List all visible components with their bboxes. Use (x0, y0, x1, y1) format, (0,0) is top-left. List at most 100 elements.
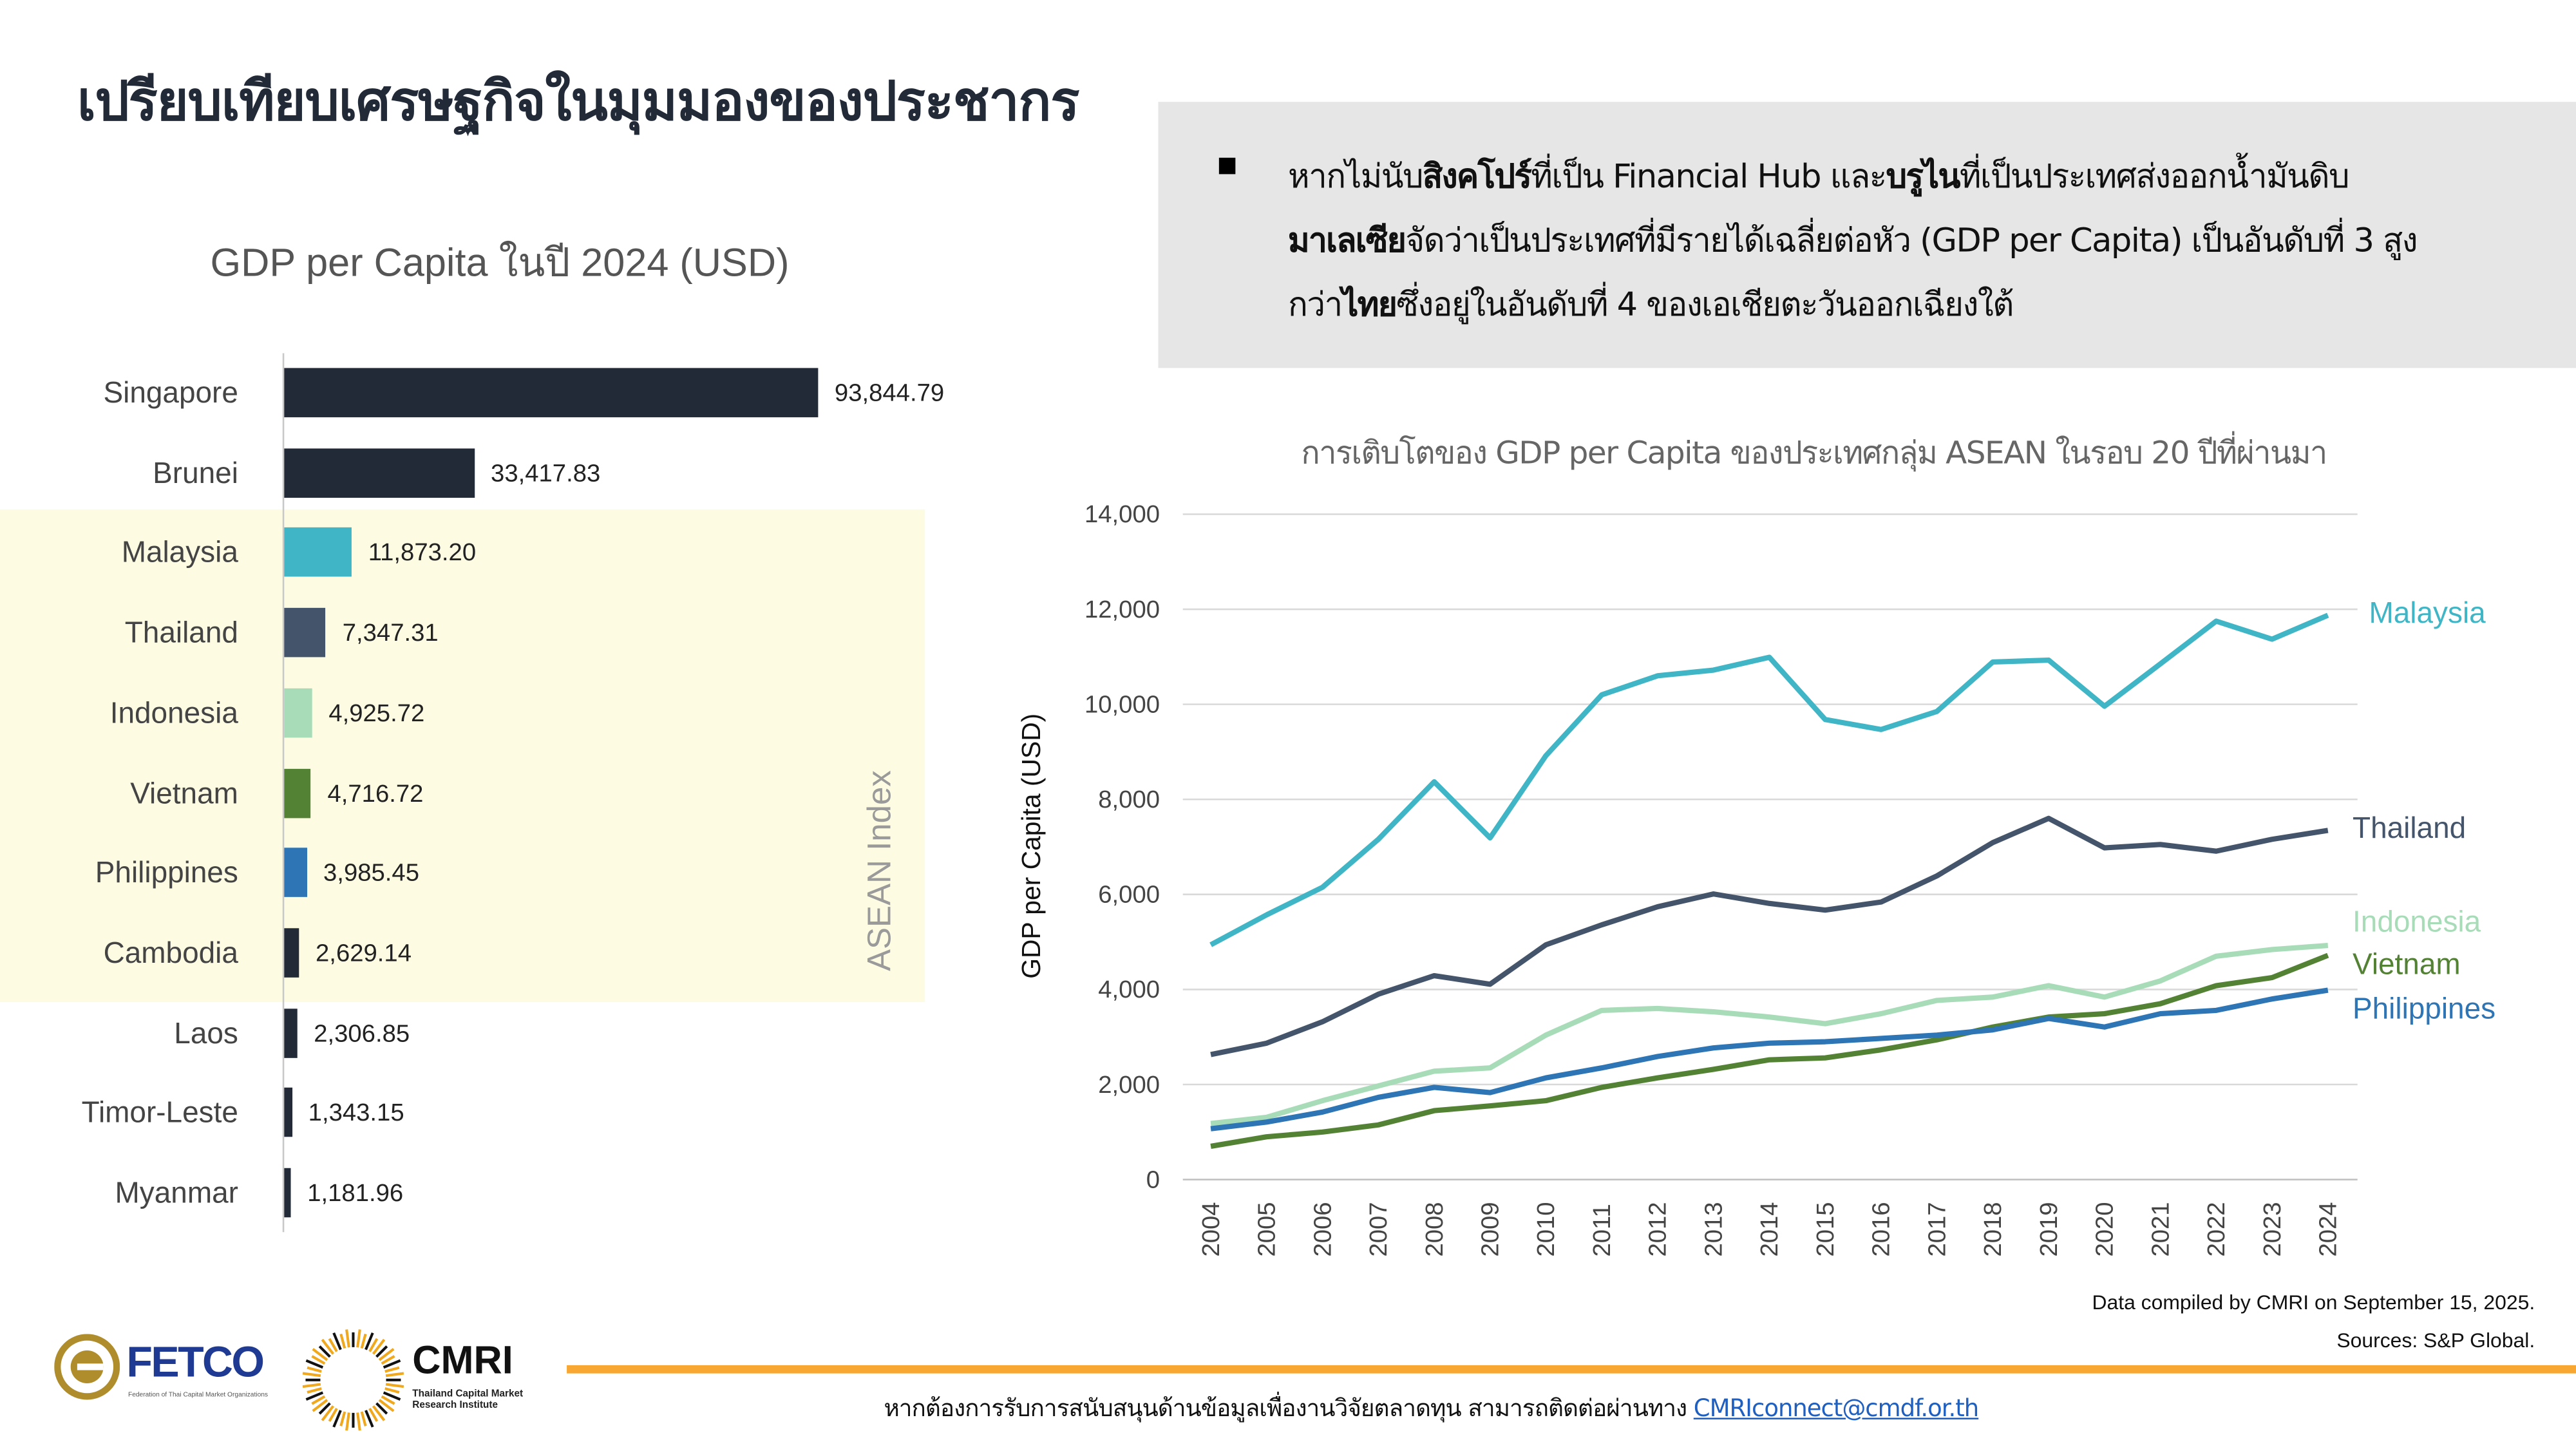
bar-singapore (284, 368, 819, 417)
fetco-wordmark: FETCO (126, 1337, 265, 1387)
x-tick-label: 2020 (2091, 1202, 2119, 1256)
x-tick-label: 2005 (1253, 1202, 1281, 1256)
bar-chart-axis (282, 353, 285, 1233)
bar-value-label: 4,925.72 (328, 699, 425, 728)
x-tick-label: 2021 (2146, 1202, 2174, 1256)
x-tick-label: 2010 (1532, 1202, 1560, 1256)
contact-email-link[interactable]: CMRIconnect@cmdf.or.th (1693, 1396, 1979, 1423)
series-line-malaysia (1209, 612, 2329, 947)
bar-laos (284, 1008, 298, 1057)
bar-category-label: Thailand (124, 616, 238, 649)
series-line-philippines (1210, 987, 2329, 1132)
bar-value-label: 7,347.31 (342, 619, 439, 648)
bar-category-label: Malaysia (121, 536, 238, 569)
bar-category-label: Laos (174, 1016, 238, 1050)
summary-highlight: มาเลเซีย (1287, 220, 1406, 260)
x-tick-label: 2013 (1700, 1202, 1727, 1256)
bullet-icon (1218, 157, 1236, 175)
bar-value-label: 1,343.15 (308, 1099, 404, 1128)
fetco-emblem-icon (54, 1334, 120, 1400)
summary-box (1158, 102, 2576, 368)
bar-value-label: 11,873.20 (368, 539, 477, 568)
summary-segment: ที่เป็น Financial Hub และ (1531, 156, 1887, 196)
bar-category-label: Philippines (95, 856, 238, 889)
x-tick-label: 2011 (1588, 1204, 1616, 1256)
page-title: เปรียบเทียบเศรษฐกิจในมุมมองของประชากร (77, 69, 1080, 133)
series-line-thailand (1210, 815, 2329, 1057)
sources-note: Sources: S&P Global. (2336, 1329, 2535, 1352)
x-tick-label: 2015 (1812, 1202, 1839, 1256)
x-tick-label: 2019 (2035, 1202, 2063, 1256)
bar-value-label: 1,181.96 (307, 1179, 404, 1208)
bar-category-label: Vietnam (130, 776, 238, 810)
cmri-subtitle: Thailand Capital Market Research Institu… (412, 1390, 524, 1412)
bar-malaysia (284, 527, 352, 578)
summary-highlight: บรูไน (1886, 156, 1961, 196)
bar-indonesia (284, 688, 312, 737)
cmri-sunburst-icon (302, 1329, 404, 1431)
legend-label-thailand: Thailand (2353, 811, 2466, 844)
x-tick-label: 2007 (1365, 1202, 1392, 1256)
x-tick-label: 2022 (2202, 1202, 2230, 1256)
summary-segment: จัดว่าเป็นประเทศที่มีรายได้เฉลี่ยต่อหัว … (1287, 220, 2418, 324)
fetco-subtitle: Federation of Thai Capital Market Organi… (128, 1390, 269, 1398)
y-tick-label: 2,000 (1098, 1071, 1160, 1099)
x-tick-label: 2006 (1309, 1202, 1336, 1256)
bar-category-label: Indonesia (109, 696, 238, 730)
bar-category-label: Myanmar (115, 1176, 238, 1209)
y-tick-label: 14,000 (1084, 500, 1160, 528)
bar-vietnam (284, 768, 311, 818)
x-tick-label: 2016 (1868, 1202, 1895, 1256)
x-tick-label: 2012 (1644, 1202, 1672, 1256)
summary-segment: ที่เป็นประเทศส่งออกน้ำมันดิบ (1959, 156, 2350, 196)
compiled-note: Data compiled by CMRI on September 15, 2… (2092, 1291, 2535, 1314)
bar-myanmar (284, 1168, 291, 1218)
series-line-vietnam (1210, 952, 2329, 1149)
bar-philippines (284, 848, 307, 898)
bar-value-label: 2,306.85 (314, 1019, 410, 1048)
legend-label-malaysia: Malaysia (2369, 596, 2486, 629)
y-tick-label: 4,000 (1098, 976, 1160, 1003)
bar-thailand (284, 608, 327, 658)
fetco-logo: FETCO Federation of Thai Capital Market … (54, 1334, 284, 1406)
bar-value-label: 3,985.45 (323, 859, 419, 888)
x-tick-label: 2017 (1923, 1202, 1951, 1256)
cmri-wordmark: CMRI (412, 1339, 513, 1383)
bar-category-label: Timor-Leste (81, 1096, 238, 1130)
bar-cambodia (284, 928, 299, 978)
summary-text: หากไม่นับสิงคโปร์ที่เป็น Financial Hub แ… (1288, 144, 2421, 336)
summary-highlight: สิงคโปร์ (1423, 156, 1532, 196)
legend-label-philippines: Philippines (2353, 992, 2496, 1025)
y-tick-label: 6,000 (1098, 881, 1160, 909)
legend-label-indonesia: Indonesia (2353, 904, 2481, 938)
bar-chart-title: GDP per Capita ในปี 2024 (USD) (210, 241, 790, 286)
line-chart-title: การเติบโตของ GDP per Capita ของประเทศกลุ… (1301, 435, 2327, 472)
bar-value-label: 4,716.72 (327, 779, 424, 808)
cmri-logo: CMRI Thailand Capital Market Research In… (301, 1324, 547, 1432)
x-tick-label: 2008 (1421, 1202, 1448, 1256)
y-tick-label: 12,000 (1084, 596, 1160, 623)
contact-line: หากต้องการรับการสนับสนุนด้านข้อมูลเพื่อง… (884, 1395, 1979, 1425)
contact-text: หากต้องการรับการสนับสนุนด้านข้อมูลเพื่อง… (884, 1396, 1694, 1423)
bar-timor-leste (284, 1088, 292, 1138)
footer-divider (567, 1365, 2576, 1374)
summary-highlight: ไทย (1341, 284, 1397, 324)
bar-category-label: Cambodia (103, 936, 238, 969)
bar-category-label: Singapore (103, 376, 238, 410)
y-tick-label: 0 (1146, 1166, 1160, 1193)
x-tick-label: 2014 (1756, 1202, 1783, 1256)
y-tick-label: 10,000 (1084, 690, 1160, 718)
asean-index-highlight (0, 509, 925, 1003)
series-line-indonesia (1210, 943, 2329, 1126)
summary-segment: หากไม่นับ (1287, 156, 1424, 196)
x-tick-label: 2009 (1477, 1202, 1504, 1256)
summary-segment: ซึ่งอยู่ในอันดับที่ 4 ของเอเชียตะวันออกเ… (1396, 284, 2014, 324)
bar-value-label: 93,844.79 (834, 379, 945, 408)
bar-category-label: Brunei (153, 456, 238, 489)
bar-value-label: 2,629.14 (316, 939, 412, 968)
x-tick-label: 2018 (1979, 1202, 2007, 1256)
y-tick-label: 8,000 (1098, 786, 1160, 813)
legend-label-vietnam: Vietnam (2353, 947, 2461, 981)
